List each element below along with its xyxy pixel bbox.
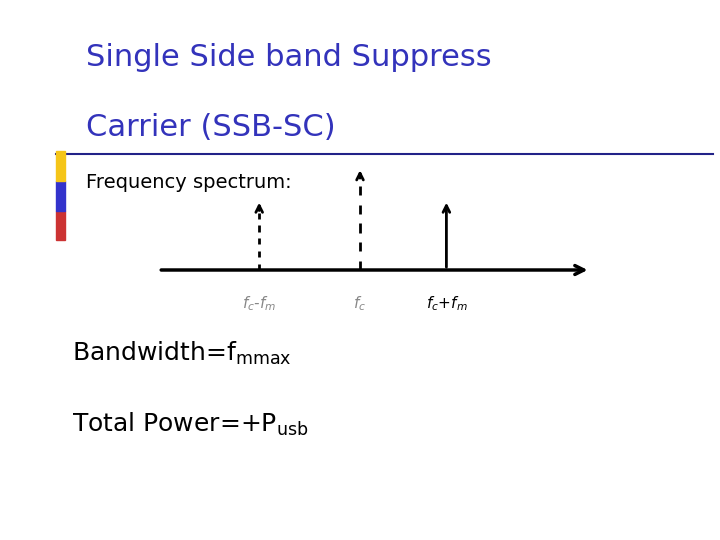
Text: Total Power=+P$_{\mathrm{usb}}$: Total Power=+P$_{\mathrm{usb}}$ [72,410,309,437]
Text: Frequency spectrum:: Frequency spectrum: [86,173,292,192]
Bar [56,211,65,240]
Text: f$_c$+f$_m$: f$_c$+f$_m$ [426,294,467,313]
Bar [56,151,65,181]
Text: Bandwidth=f$_{\mathrm{mmax}}$: Bandwidth=f$_{\mathrm{mmax}}$ [72,340,292,367]
Text: f$_c$: f$_c$ [354,294,366,313]
Text: f$_c$-f$_m$: f$_c$-f$_m$ [242,294,276,313]
Bar [56,181,65,211]
Text: Carrier (SSB-SC): Carrier (SSB-SC) [86,113,336,143]
Text: Single Side band Suppress: Single Side band Suppress [86,43,492,72]
